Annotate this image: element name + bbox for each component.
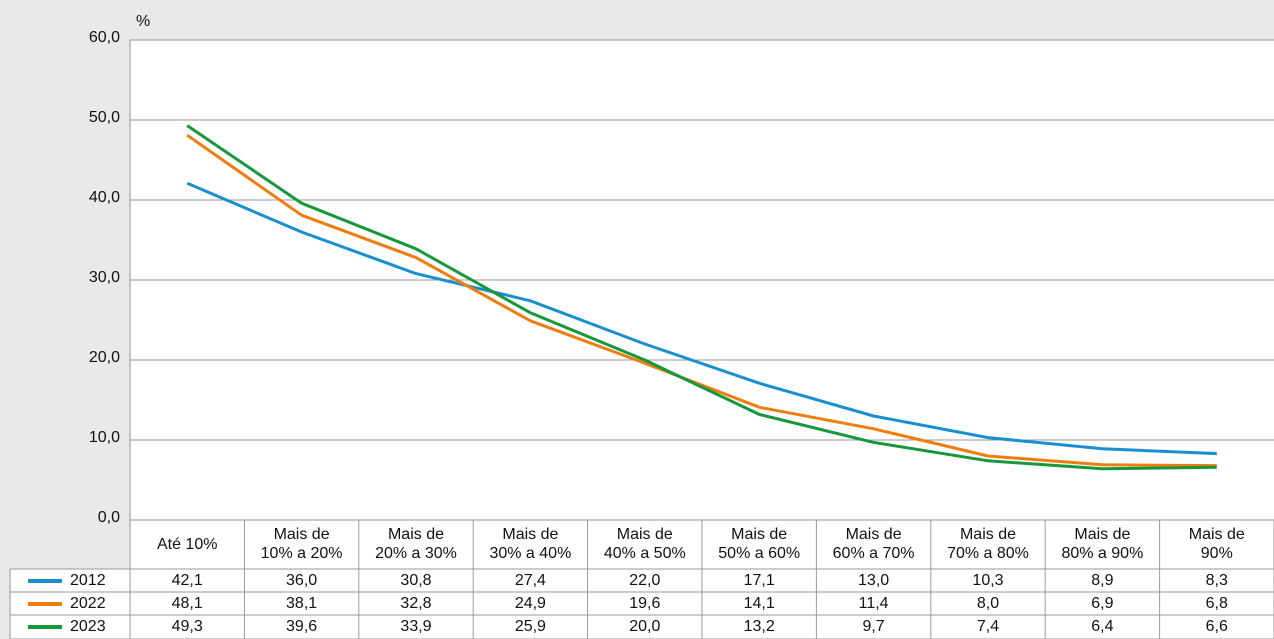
table-value: 20,0 (629, 618, 661, 635)
x-tick-label: Mais de 90% (1188, 526, 1245, 562)
table-value: 14,1 (743, 595, 775, 612)
y-tick-label: 10,0 (89, 429, 120, 446)
x-tick-label: Mais de 70% a 80% (947, 526, 1029, 562)
y-tick-label: 50,0 (89, 109, 120, 126)
y-tick-label: 30,0 (89, 269, 120, 286)
x-tick-label: Mais de 50% a 60% (718, 526, 801, 562)
table-value: 6,4 (1091, 618, 1114, 635)
table-value: 38,1 (286, 595, 318, 612)
table-value: 36,0 (286, 572, 318, 589)
x-tick-label: Mais de 80% a 90% (1061, 526, 1144, 562)
table-value: 48,1 (171, 595, 203, 612)
x-tick-label: Mais de 10% a 20% (260, 526, 343, 562)
table-value: 8,9 (1091, 572, 1114, 589)
x-tick-label: Mais de 40% a 50% (603, 526, 686, 562)
table-value: 10,3 (972, 572, 1004, 589)
table-value: 19,6 (629, 595, 661, 612)
table-value: 42,1 (171, 572, 203, 589)
y-tick-label: 0,0 (98, 509, 120, 526)
table-value: 39,6 (286, 618, 318, 635)
table-value: 24,9 (514, 595, 546, 612)
x-tick-label: Mais de 60% a 70% (832, 526, 915, 562)
y-axis-label: % (136, 13, 150, 30)
table-value: 6,8 (1205, 595, 1228, 612)
table-value: 9,7 (862, 618, 885, 635)
table-value: 22,0 (629, 572, 661, 589)
table-value: 7,4 (976, 618, 1000, 635)
table-value: 25,9 (514, 618, 546, 635)
table-value: 8,3 (1205, 572, 1228, 589)
table-value: 6,9 (1091, 595, 1114, 612)
table-value: 6,6 (1205, 618, 1228, 635)
legend-label: 2023 (70, 618, 106, 635)
y-tick-label: 20,0 (89, 349, 120, 366)
table-value: 8,0 (976, 595, 1000, 612)
x-tick-label: Até 10% (156, 535, 218, 553)
series-line (186, 181, 1217, 456)
table-value: 13,2 (743, 618, 775, 635)
x-tick-label: Mais de 20% a 30% (375, 526, 457, 562)
table-value: 30,8 (400, 572, 432, 589)
table-value: 33,9 (400, 618, 432, 635)
series-line (186, 133, 1217, 468)
table-value: 27,4 (514, 572, 546, 589)
table-value: 11,4 (858, 595, 889, 612)
table-value: 49,3 (171, 618, 203, 635)
table-value: 17,1 (743, 572, 775, 589)
legend-label: 2012 (70, 572, 106, 589)
x-tick-label: Mais de 30% a 40% (489, 526, 572, 562)
y-tick-label: 40,0 (89, 189, 120, 206)
series-line (186, 124, 1217, 471)
data-table (10, 569, 1274, 639)
table-value: 32,8 (400, 595, 432, 612)
y-tick-label: 60,0 (89, 29, 120, 46)
table-value: 13,0 (858, 572, 890, 589)
legend-label: 2022 (70, 595, 106, 612)
